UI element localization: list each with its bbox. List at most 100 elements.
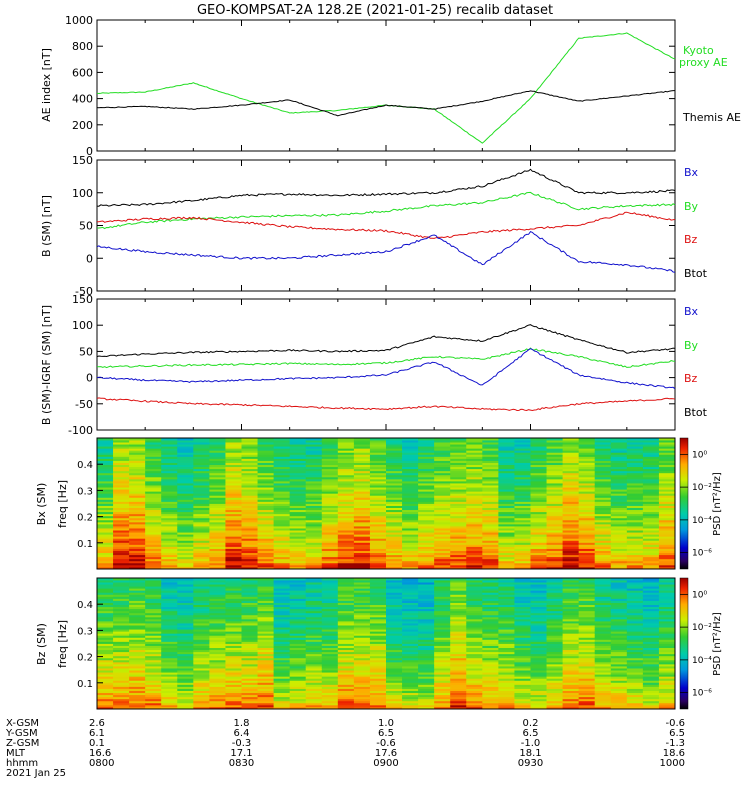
spectrogram-cell [562,489,580,492]
spectrogram-cell [369,676,387,679]
spectrogram-cell [482,462,499,466]
spectrogram-cell [369,623,387,626]
spectrogram-cell [530,635,547,638]
spectrogram-cell [546,448,564,451]
spectrogram-cell [97,566,114,570]
spectrogram-cell [369,483,387,486]
spectrogram-cell [369,468,387,472]
spectrogram-cell [97,586,114,589]
spectrogram-cell [209,566,226,570]
spectrogram-cell [610,586,628,589]
spectrogram-cell [305,627,323,630]
spectrogram-cell [434,472,451,476]
spectrogram-cell [161,564,178,568]
spectrogram-cell [193,493,210,496]
spectrogram-cell [578,472,596,476]
spectrogram-cell [241,680,258,683]
spectrogram-cell [386,670,403,673]
spectrogram-cell [546,517,564,521]
spectrogram-cell [530,442,547,445]
spectrogram-cell [321,542,339,545]
spectrogram-cell [225,682,242,685]
spectrogram-cell [546,580,564,583]
spectrogram-cell [193,633,210,636]
spectrogram-cell [145,450,162,453]
spectrogram-cell [658,440,676,443]
spectrogram-cell [482,556,499,560]
spectrogram-cell [321,503,339,506]
spectrogram-cell [289,497,307,500]
spectrogram-cell [145,464,162,468]
spectrogram-cell [546,442,564,445]
spectrogram-cell [177,478,194,482]
spectrogram-cell [418,452,435,455]
spectrogram-cell [482,582,499,585]
spectrogram-cell [402,476,419,480]
spectrogram-cell [225,495,242,498]
spectrogram-cell [129,578,146,581]
spectrogram-cell [482,460,499,463]
spectrogram-cell [562,530,580,533]
bx-spectrogram-cells [97,438,676,570]
spectrogram-cell [113,694,130,698]
spectrogram-cell [129,521,146,525]
spectrogram-cell [369,476,387,480]
spectrogram-cell [514,534,531,537]
spectrogram-cell [145,580,162,583]
spectrogram-cell [145,623,162,626]
spectrogram-cell [369,454,387,457]
spectrogram-cell [514,694,531,698]
spectrogram-cell [578,698,596,702]
spectrogram-cell [193,480,210,484]
spectrogram-cell [530,444,547,447]
spectrogram-cell [145,544,162,547]
spectrogram-cell [418,560,435,564]
spectrogram-cell [498,530,515,533]
spectrogram-cell [161,692,178,696]
spectrogram-cell [225,470,242,474]
spectrogram-cell [177,618,194,622]
spectrogram-cell [225,596,242,599]
spectrogram-cell [145,511,162,515]
spectrogram-cell [450,631,467,634]
spectrogram-cell [161,462,178,466]
spectrogram-cell [257,544,275,547]
spectrogram-cell [562,509,580,513]
spectrogram-cell [418,657,435,661]
spectrogram-cell [273,641,291,644]
spectrogram-cell [97,623,114,626]
spectrogram-cell [658,517,676,521]
spectrogram-cell [209,602,226,606]
spectrogram-cell [145,688,162,691]
spectrogram-cell [658,625,676,628]
spectrogram-cell [305,670,323,673]
spectrogram-cell [305,661,323,665]
spectrogram-cell [321,476,339,480]
spectrogram-cell [305,456,323,459]
spectrogram-cell [337,489,355,492]
spectrogram-cell [193,513,210,517]
spectrogram-cell [225,610,242,614]
spectrogram-cell [482,676,499,679]
spectrogram-cell [209,493,226,496]
spectrogram-cell [241,470,258,474]
spectrogram-cell [626,676,644,679]
spectrogram-cell [434,468,451,472]
spectrogram-cell [514,495,531,498]
spectrogram-cell [658,454,676,457]
spectrogram-cell [610,499,628,502]
spectrogram-cell [658,513,676,517]
spectrogram-cell [402,448,419,451]
spectrogram-cell [177,480,194,484]
spectrogram-cell [209,643,226,646]
spectrogram-cell [113,505,130,508]
spectrogram-cell [257,657,275,661]
spectrogram-cell [562,448,580,451]
spectrogram-cell [273,558,291,562]
spectrogram-cell [466,501,483,504]
spectrogram-cell [594,600,612,603]
spectrogram-cell [129,532,146,535]
spectrogram-cell [353,688,371,691]
spectrogram-cell [161,558,178,562]
spectrogram-cell [321,590,339,593]
